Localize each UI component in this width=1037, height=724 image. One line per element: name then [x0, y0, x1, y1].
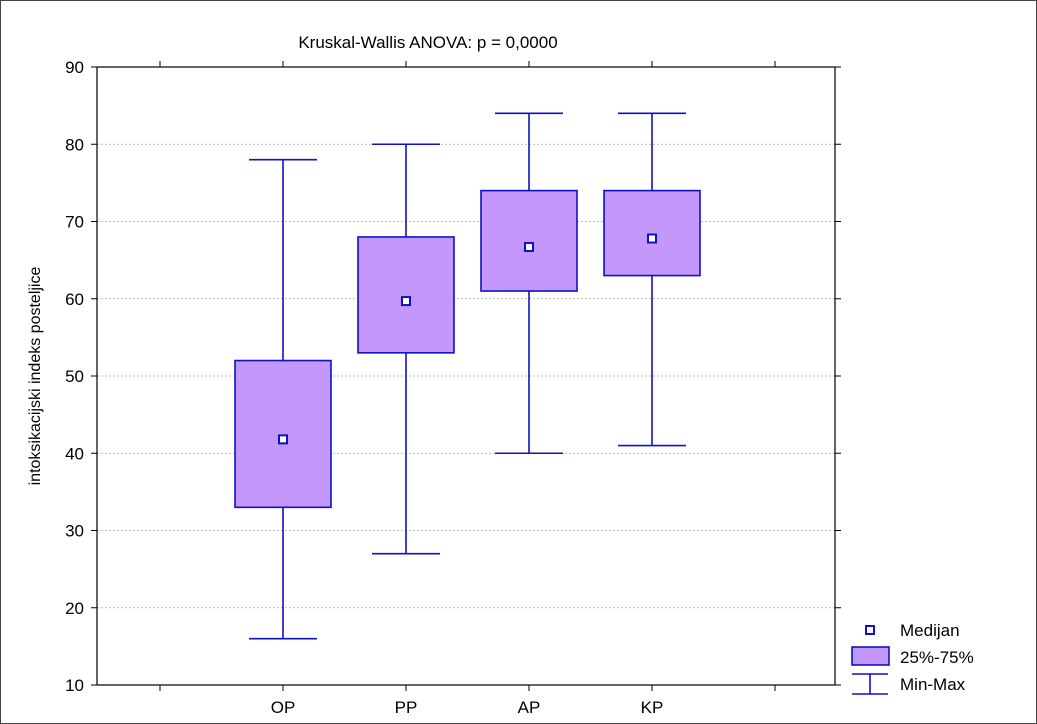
y-tick-label: 50 [65, 367, 84, 386]
legend-median-symbol [865, 625, 875, 635]
legend-label: 25%-75% [900, 648, 974, 667]
gridlines [97, 143, 835, 609]
median-marker [647, 233, 657, 244]
legend-box-symbol [851, 646, 890, 666]
y-tick-label: 70 [65, 213, 84, 232]
x-tick-label: PP [395, 698, 418, 717]
x-tick-label: OP [271, 698, 296, 717]
median-marker [524, 241, 534, 252]
box-pp [357, 143, 455, 555]
iqr-box [234, 359, 332, 509]
median-marker [278, 434, 288, 445]
iqr-box [603, 189, 701, 277]
iqr-box [357, 236, 455, 354]
y-tick-label: 60 [65, 290, 84, 309]
box-kp [603, 112, 701, 447]
iqr-box [480, 189, 578, 292]
x-tick-label: KP [641, 698, 664, 717]
median-marker [401, 296, 411, 307]
box-ap [480, 112, 578, 455]
y-tick-label: 80 [65, 135, 84, 154]
axes: 10 20 30 40 50 60 70 80 90 OP PP AP KP [65, 58, 841, 717]
y-tick-label: 20 [65, 599, 84, 618]
y-tick-label: 10 [65, 676, 84, 695]
y-tick-label: 90 [65, 58, 84, 77]
legend-label: Min-Max [900, 675, 966, 694]
y-tick-label: 30 [65, 522, 84, 541]
legend: Medijan 25%-75% Min-Max [851, 621, 974, 695]
y-tick-label: 40 [65, 444, 84, 463]
boxes [234, 112, 701, 640]
y-axis-label: intoksikacijski indeks posteljice [27, 267, 44, 486]
legend-label: Medijan [900, 621, 960, 640]
chart-title: Kruskal-Wallis ANOVA: p = 0,0000 [298, 33, 557, 52]
x-tick-label: AP [518, 698, 541, 717]
box-op [234, 158, 332, 640]
